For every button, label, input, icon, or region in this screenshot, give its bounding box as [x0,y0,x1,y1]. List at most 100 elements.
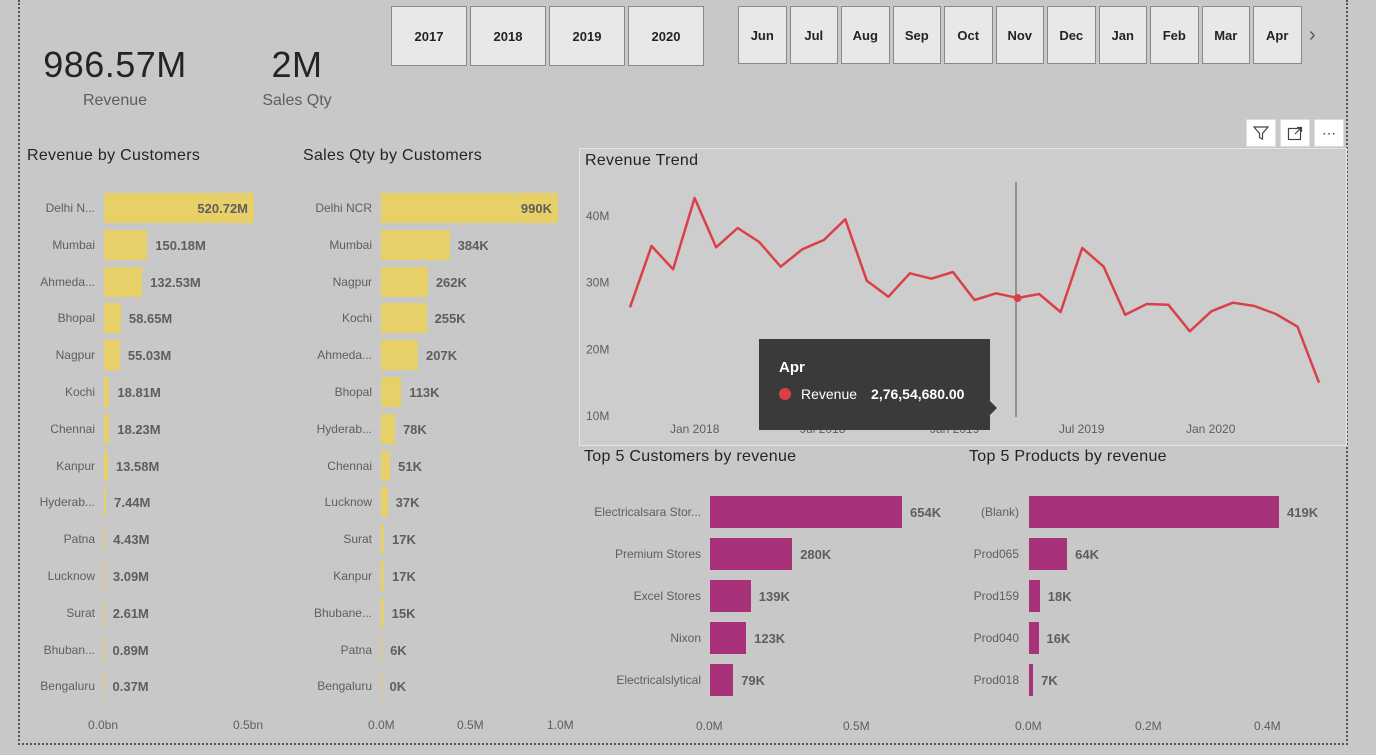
bar[interactable] [1029,622,1039,654]
month-button-sep[interactable]: Sep [892,6,941,64]
bar[interactable] [710,538,793,570]
tooltip-value: 2,76,54,680.00 [871,386,965,402]
data-label: 0.37M [112,679,149,695]
tooltip: Apr Revenue 2,76,54,680.00 [759,339,997,430]
bar[interactable] [381,450,391,481]
month-button-jan[interactable]: Jan [1098,6,1147,64]
bar[interactable] [104,229,148,260]
bar[interactable] [710,496,902,528]
month-button-apr[interactable]: Apr [1253,6,1302,64]
sales-qty-card[interactable]: 2M Sales Qty [247,44,347,110]
bar[interactable] [381,229,450,260]
bar[interactable] [104,193,254,223]
bar[interactable] [710,664,734,696]
bar[interactable] [1029,496,1279,528]
year-button-2018[interactable]: 2018 [470,6,546,66]
bar[interactable] [104,413,110,444]
category-label: Lucknow [324,495,372,510]
bar[interactable] [381,634,383,665]
bar[interactable] [381,266,428,297]
month-button-mar[interactable]: Mar [1201,6,1250,64]
bar[interactable] [104,487,107,518]
bar[interactable] [104,634,105,665]
data-label: 0K [389,679,407,695]
category-label: Chennai [50,421,95,436]
category-label: Lucknow [47,569,95,583]
data-label: 78K [402,421,427,437]
x-axis-label: 0.5M [457,718,484,732]
top5-customers-title: Top 5 Customers by revenue [584,448,797,465]
category-label: Kochi [64,385,95,399]
data-label: 255K [434,311,466,327]
bar[interactable] [1029,664,1034,696]
bar[interactable] [104,340,120,371]
year-button-2017[interactable]: 2017 [391,6,467,66]
data-label: 990K [520,201,552,216]
tooltip-title: Apr [779,359,805,376]
x-axis-label: 0.2M [1135,719,1162,733]
bar[interactable] [1029,580,1040,612]
data-point[interactable] [1013,294,1022,302]
top5-products-title: Top 5 Products by revenue [969,448,1167,465]
y-tick-label: 20M [586,342,609,356]
bar[interactable] [381,487,388,518]
filter-icon[interactable] [1246,119,1276,147]
sales-qty-label: Sales Qty [262,92,332,109]
category-label: Hyderab... [316,421,372,436]
category-label: Premium Stores [614,547,701,561]
bar[interactable] [381,193,558,223]
bar[interactable] [104,671,105,702]
bar[interactable] [1029,538,1068,570]
data-label: 419K [1287,505,1319,520]
category-label: Mumbai [52,237,95,252]
more-options-icon[interactable]: ⋯ [1314,119,1344,147]
focus-mode-icon[interactable] [1280,119,1310,147]
bar[interactable] [381,597,384,628]
category-label: Delhi NCR [315,201,372,215]
x-axis-label: 0.0M [1015,719,1042,733]
bar[interactable] [104,597,105,628]
category-label: Hyderab... [39,495,95,510]
visual-header-toolbar: ⋯ [1246,119,1344,147]
bar[interactable] [710,580,751,612]
bar[interactable] [381,377,402,407]
bar[interactable] [104,266,143,297]
data-label: 3.09M [112,569,150,584]
bar[interactable] [381,303,427,334]
bar[interactable] [104,561,105,591]
bar[interactable] [710,622,747,654]
month-button-jul[interactable]: Jul [789,6,838,64]
category-label: Ahmeda... [40,274,95,289]
bar[interactable] [104,450,108,481]
year-button-2019[interactable]: 2019 [549,6,625,66]
sales-qty-by-customers-title: Sales Qty by Customers [303,147,483,164]
month-button-nov[interactable]: Nov [995,6,1044,64]
category-label: Patna [340,642,372,657]
bar[interactable] [381,413,395,444]
bar[interactable] [104,303,121,334]
category-label: Nagpur [332,274,372,289]
category-label: Nagpur [55,348,95,363]
revenue-card[interactable]: 986.57M Revenue [40,44,190,110]
bar[interactable] [104,524,106,555]
category-label: Mumbai [329,237,372,252]
month-button-aug[interactable]: Aug [841,6,890,64]
month-button-dec[interactable]: Dec [1047,6,1096,64]
month-button-jun[interactable]: Jun [738,6,787,64]
bar[interactable] [381,524,385,555]
bar[interactable] [381,671,382,702]
category-label: Prod018 [973,673,1019,687]
chevron-right-icon[interactable]: › [1309,24,1316,46]
bar[interactable] [381,561,385,591]
dashboard-frame [18,0,1348,745]
bar[interactable] [381,340,418,371]
year-button-2020[interactable]: 2020 [628,6,704,66]
revenue-label: Revenue [82,92,148,109]
category-label: Kochi [341,311,372,326]
category-label: Bengaluru [317,679,372,694]
month-button-oct[interactable]: Oct [944,6,993,64]
category-label: Delhi N... [45,201,95,215]
bar[interactable] [104,377,110,407]
month-button-feb[interactable]: Feb [1150,6,1199,64]
data-label: 520.72M [197,201,248,216]
